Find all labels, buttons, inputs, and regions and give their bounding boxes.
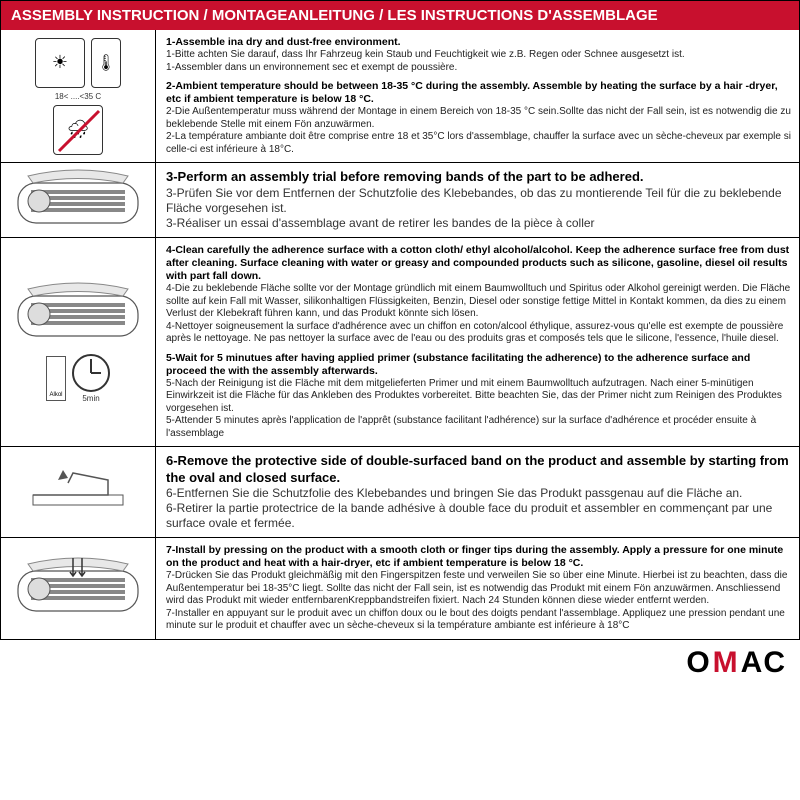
step1-fr: 1-Assembler dans un environnement sec et… bbox=[166, 62, 791, 75]
clock-icon bbox=[72, 354, 110, 392]
logo-m: M bbox=[713, 646, 739, 680]
row2-image bbox=[1, 163, 156, 236]
step1-de: 1-Bitte achten Sie darauf, dass Ihr Fahr… bbox=[166, 49, 791, 62]
step6-fr: 6-Retirer la partie protectrice de la ba… bbox=[166, 501, 791, 531]
logo-o: O bbox=[686, 646, 710, 680]
step2-fr: 2-La température ambiante doit être comp… bbox=[166, 131, 791, 156]
alcohol-bottle-icon: Alkol bbox=[46, 356, 66, 401]
step1-bold: 1-Assemble ina dry and dust-free environ… bbox=[166, 36, 791, 49]
row-4: 6-Remove the protective side of double-s… bbox=[0, 447, 800, 538]
row3-text: 4-Clean carefully the adherence surface … bbox=[156, 238, 799, 447]
step7-fr: 7-Installer en appuyant sur le produit a… bbox=[166, 608, 791, 633]
step5-fr: 5-Attender 5 minutes après l'application… bbox=[166, 415, 791, 440]
row1-image: ☀ 🌡 18< ....<35 C 🌧 bbox=[1, 30, 156, 162]
row5-image bbox=[1, 538, 156, 639]
step5-de: 5-Nach der Reinigung ist die Fläche mit … bbox=[166, 378, 791, 416]
row-2: 3-Perform an assembly trial before remov… bbox=[0, 163, 800, 237]
row-5: 7-Install by pressing on the product wit… bbox=[0, 538, 800, 640]
row2-text: 3-Perform an assembly trial before remov… bbox=[156, 163, 799, 236]
logo-ac: AC bbox=[741, 646, 786, 680]
temp-range-label: 18< ....<35 C bbox=[55, 92, 101, 101]
clock-label: 5min bbox=[82, 394, 99, 403]
row-1: ☀ 🌡 18< ....<35 C 🌧 1-Assemble ina dry a… bbox=[0, 30, 800, 163]
step7-de: 7-Drücken Sie das Produkt gleichmäßig mi… bbox=[166, 570, 791, 608]
peel-tape-icon bbox=[18, 467, 138, 517]
row5-text: 7-Install by pressing on the product wit… bbox=[156, 538, 799, 639]
row4-text: 6-Remove the protective side of double-s… bbox=[156, 447, 799, 537]
step2-bold: 2-Ambient temperature should be between … bbox=[166, 80, 791, 106]
row3-image: Alkol 5min bbox=[1, 238, 156, 447]
step7-bold: 7-Install by pressing on the product wit… bbox=[166, 544, 791, 570]
row1-text: 1-Assemble ina dry and dust-free environ… bbox=[156, 30, 799, 162]
step3-fr: 3-Réaliser un essai d'assemblage avant d… bbox=[166, 216, 791, 231]
logo-row: OMAC bbox=[0, 640, 800, 680]
step3-bold: 3-Perform an assembly trial before remov… bbox=[166, 169, 791, 185]
car-cleaning-icon bbox=[13, 281, 143, 346]
step4-fr: 4-Nettoyer soigneusement la surface d'ad… bbox=[166, 321, 791, 346]
step6-bold: 6-Remove the protective side of double-s… bbox=[166, 453, 791, 486]
step6-de: 6-Entfernen Sie die Schutzfolie des Kleb… bbox=[166, 486, 791, 501]
step3-de: 3-Prüfen Sie vor dem Entfernen der Schut… bbox=[166, 186, 791, 216]
row-3: Alkol 5min 4-Clean carefully the adheren… bbox=[0, 238, 800, 448]
header-title: ASSEMBLY INSTRUCTION / MONTAGEANLEITUNG … bbox=[0, 0, 800, 30]
step2-de: 2-Die Außentemperatur muss während der M… bbox=[166, 106, 791, 131]
step5-bold: 5-Wait for 5 minutues after having appli… bbox=[166, 352, 791, 378]
car-press-icon bbox=[13, 556, 143, 621]
omac-logo: OMAC bbox=[686, 646, 786, 680]
row4-image bbox=[1, 447, 156, 537]
car-grille-icon bbox=[13, 168, 143, 233]
step4-bold: 4-Clean carefully the adherence surface … bbox=[166, 244, 791, 283]
no-rain-icon: 🌧 bbox=[53, 105, 103, 155]
step4-de: 4-Die zu beklebende Fläche sollte vor de… bbox=[166, 283, 791, 321]
sun-icon: ☀ bbox=[35, 38, 85, 88]
thermometer-icon: 🌡 bbox=[91, 38, 121, 88]
